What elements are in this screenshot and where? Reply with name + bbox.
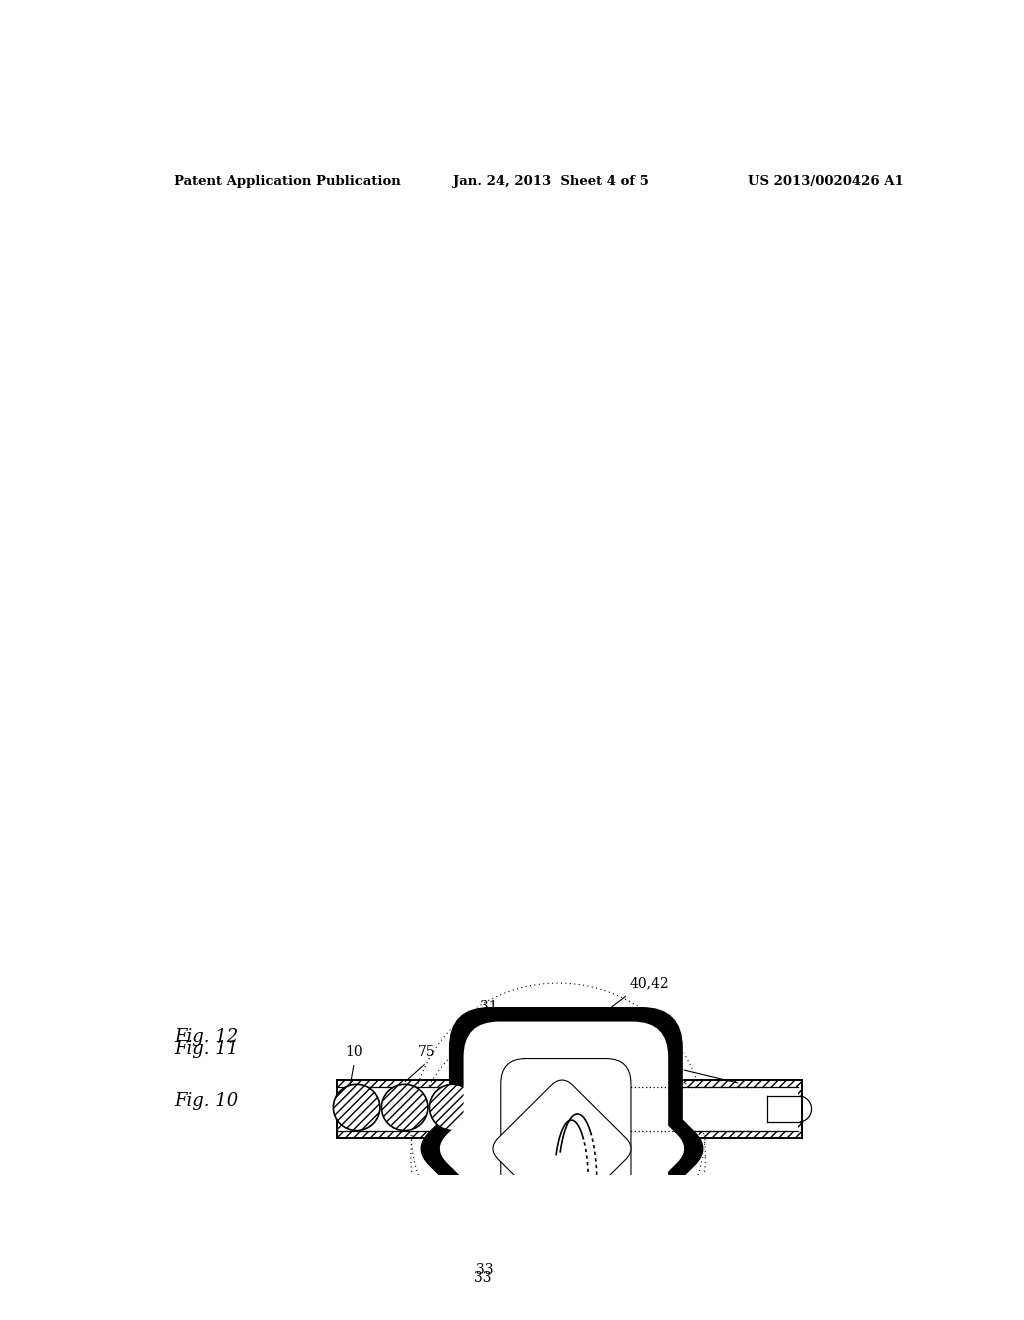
- Text: 31: 31: [478, 1032, 496, 1047]
- FancyBboxPatch shape: [493, 1080, 631, 1217]
- Circle shape: [381, 1084, 428, 1130]
- FancyBboxPatch shape: [501, 1059, 631, 1216]
- Text: 40,42: 40,42: [624, 1015, 664, 1030]
- Bar: [337, 1080, 802, 1138]
- Text: Fig. 10: Fig. 10: [174, 1092, 239, 1110]
- FancyBboxPatch shape: [501, 1059, 631, 1216]
- FancyBboxPatch shape: [492, 1078, 632, 1218]
- Circle shape: [429, 1084, 476, 1130]
- Text: Patent Application Publication: Patent Application Publication: [174, 176, 401, 187]
- FancyBboxPatch shape: [450, 1007, 682, 1266]
- Text: 77: 77: [499, 1043, 517, 1057]
- Text: 10: 10: [345, 1045, 364, 1059]
- Text: Jan. 24, 2013  Sheet 4 of 5: Jan. 24, 2013 Sheet 4 of 5: [454, 176, 649, 187]
- FancyBboxPatch shape: [477, 1065, 646, 1233]
- FancyBboxPatch shape: [439, 1027, 684, 1270]
- FancyBboxPatch shape: [451, 1038, 674, 1259]
- FancyBboxPatch shape: [483, 1041, 648, 1233]
- FancyBboxPatch shape: [449, 1006, 684, 1269]
- FancyBboxPatch shape: [467, 1055, 657, 1243]
- Text: Fig. 11: Fig. 11: [174, 1040, 239, 1057]
- FancyBboxPatch shape: [471, 1030, 660, 1245]
- Text: 32: 32: [459, 1085, 477, 1098]
- Text: US 2013/0020426 A1: US 2013/0020426 A1: [748, 176, 904, 187]
- Text: 40,42: 40,42: [630, 977, 669, 991]
- FancyBboxPatch shape: [464, 1022, 669, 1253]
- Text: Fig. 12: Fig. 12: [174, 1028, 239, 1045]
- Text: 31: 31: [480, 999, 498, 1014]
- Text: 72: 72: [638, 1043, 656, 1057]
- FancyBboxPatch shape: [489, 1048, 642, 1226]
- Text: 33: 33: [474, 1271, 492, 1284]
- FancyBboxPatch shape: [420, 1007, 705, 1290]
- Text: 32: 32: [465, 1069, 482, 1084]
- Text: 75: 75: [418, 1045, 435, 1059]
- Bar: [767, 1096, 802, 1122]
- Text: 33: 33: [476, 1262, 494, 1276]
- Bar: [341, 1088, 799, 1130]
- FancyBboxPatch shape: [421, 1008, 702, 1288]
- Circle shape: [334, 1084, 380, 1130]
